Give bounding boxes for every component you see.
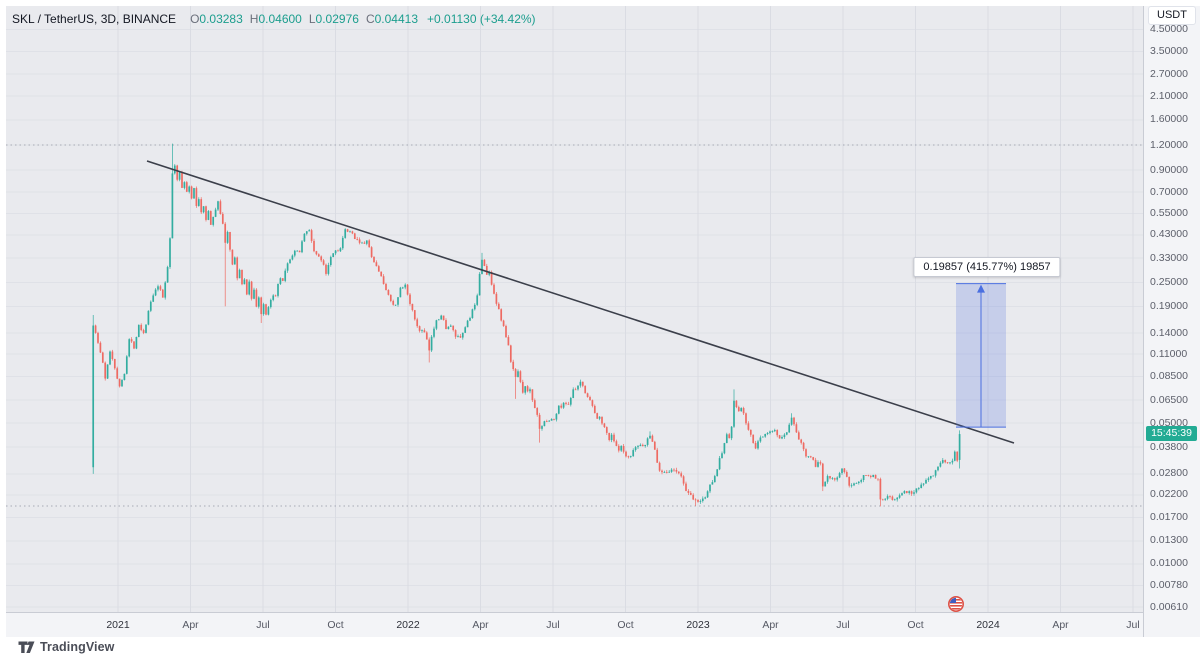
tradingview-logo-icon <box>18 641 35 653</box>
price-tick-label: 2.10000 <box>1150 89 1188 102</box>
price-tick-label: 0.00610 <box>1150 600 1188 613</box>
price-tick-label: 0.01000 <box>1150 557 1188 570</box>
price-tick-label: 0.02800 <box>1150 467 1188 480</box>
tradingview-logo-text: TradingView <box>40 640 115 654</box>
time-tick-month-label: Apr <box>472 619 489 631</box>
bottom-bar: TradingView <box>0 637 1200 658</box>
price-tick-label: 0.02200 <box>1150 488 1188 501</box>
time-tick-month-label: Jul <box>836 619 850 631</box>
symbol-header: SKL / TetherUS, 3D, BINANCE O0.03283 H0.04… <box>12 10 536 28</box>
time-tick-month-label: Jul <box>546 619 560 631</box>
time-tick-month-label: Oct <box>907 619 924 631</box>
tradingview-logo[interactable]: TradingView <box>18 640 115 654</box>
change-readout: +0.01130 (+34.42%) <box>427 12 536 26</box>
time-axis[interactable]: 2021 Apr Jul Oct 2022 Apr Jul Oct 2023 Apr Jul Oct 2… <box>6 612 1143 638</box>
high-value: 0.04600 <box>258 12 302 26</box>
measure-tool-label[interactable]: 0.19857 (415.77%) 19857 <box>913 256 1061 277</box>
price-tick-label: 2.70000 <box>1150 67 1188 80</box>
candlestick-chart[interactable] <box>6 6 1143 612</box>
close-value: 0.04413 <box>374 12 418 26</box>
open-value: 0.03283 <box>199 12 243 26</box>
price-tick-label: 0.00780 <box>1150 579 1188 592</box>
price-tick-label: 0.55000 <box>1150 206 1188 219</box>
price-tick-label: 1.20000 <box>1150 138 1188 151</box>
low-key: L <box>308 12 316 26</box>
candles-layer <box>92 143 961 507</box>
price-tick-label: 3.50000 <box>1150 44 1188 57</box>
price-tick-label: 0.19000 <box>1150 299 1188 312</box>
time-tick-month-label: Apr <box>182 619 199 631</box>
bar-countdown-badge: 15:45:39 <box>1146 426 1197 441</box>
price-tick-label: 0.01700 <box>1150 511 1188 524</box>
time-tick-year-label: 2024 <box>976 619 1000 631</box>
price-tick-label: 0.33000 <box>1150 251 1188 264</box>
symbol-title[interactable]: SKL / TetherUS, 3D, BINANCE <box>12 12 177 26</box>
price-range-measure-tool[interactable] <box>956 283 1006 428</box>
price-tick-label: 0.90000 <box>1150 163 1188 176</box>
price-tick-label: 0.43000 <box>1150 228 1188 241</box>
descending-trendline[interactable] <box>146 160 1015 444</box>
close-key: C <box>365 12 375 26</box>
price-tick-label: 0.05000 <box>1150 416 1188 429</box>
price-axis[interactable]: USDT 4.50000 3.50000 2.70000 2.10000 1.60000… <box>1143 6 1200 637</box>
time-tick-month-label: Oct <box>327 619 344 631</box>
time-tick-year-label: 2022 <box>396 619 420 631</box>
open-key: O <box>190 12 200 26</box>
price-tick-label: 0.70000 <box>1150 185 1188 198</box>
price-tick-label: 0.14000 <box>1150 326 1188 339</box>
price-tick-label: 0.03800 <box>1150 440 1188 453</box>
price-tick-label: 1.60000 <box>1150 113 1188 126</box>
drawings-layer <box>146 160 1015 612</box>
time-tick-year-label: 2021 <box>106 619 130 631</box>
price-tick-label: 0.08500 <box>1150 370 1188 383</box>
price-tick-label: 0.11000 <box>1150 347 1188 360</box>
currency-toggle-button[interactable]: USDT <box>1148 6 1196 25</box>
price-tick-label: 4.50000 <box>1150 22 1188 35</box>
chart-pane[interactable]: SKL / TetherUS, 3D, BINANCE O0.03283 H0.04… <box>6 6 1143 612</box>
time-tick-year-label: 2023 <box>686 619 710 631</box>
time-tick-month-label: Apr <box>762 619 779 631</box>
left-margin <box>0 0 6 637</box>
top-margin <box>0 0 1200 6</box>
price-tick-label: 0.01300 <box>1150 534 1188 547</box>
us-flag-event-icon[interactable] <box>947 595 964 612</box>
time-tick-month-label: Jul <box>1126 619 1140 631</box>
dotted-price-levels <box>6 144 1143 507</box>
price-tick-label: 0.06500 <box>1150 393 1188 406</box>
time-tick-month-label: Apr <box>1052 619 1069 631</box>
low-value: 0.02976 <box>315 12 359 26</box>
time-tick-month-label: Jul <box>256 619 270 631</box>
time-tick-month-label: Oct <box>617 619 634 631</box>
price-tick-label: 0.25000 <box>1150 275 1188 288</box>
high-key: H <box>249 12 259 26</box>
